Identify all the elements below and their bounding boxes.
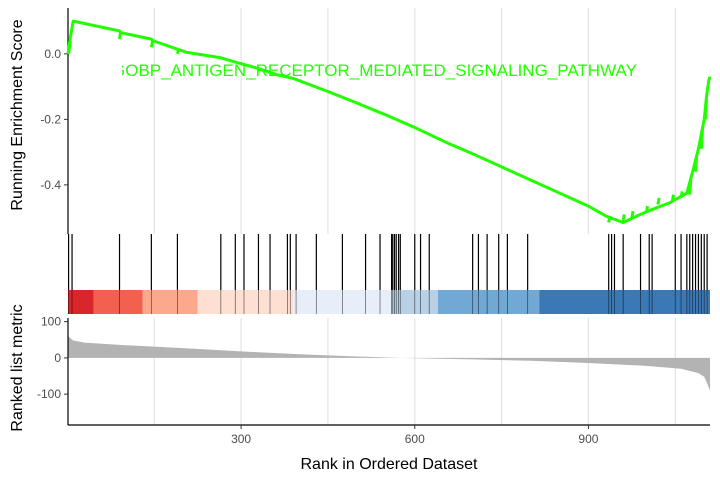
enrichment-y-tick-label: -0.2 [40, 112, 61, 126]
rank-x-ticks: 300 600 900 [231, 425, 599, 446]
enrichment-y-axis-title: Running Enrichment Score [9, 19, 26, 210]
ranked-metric-panel: 100 0 -100 300 600 900 Ranked list metric Ra… [9, 304, 710, 473]
enrichment-score-line [66, 19, 712, 225]
rank-color-segment [93, 290, 143, 314]
ranked-metric-y-ticks: 100 0 -100 [37, 315, 68, 401]
enrichment-step-segments [67, 30, 709, 223]
rank-color-segment [437, 290, 540, 314]
rank-x-tick-label: 300 [231, 432, 251, 446]
enrichment-y-tick-label: -0.4 [40, 178, 61, 192]
rank-color-bar [68, 290, 710, 314]
rank-color-segment [142, 290, 198, 314]
rank-x-tick-label: 900 [578, 432, 598, 446]
gene-hits-panel [67, 234, 708, 290]
ranked-metric-y-axis-title: Ranked list metric [9, 304, 26, 431]
ranked-metric-y-tick-label: 0 [54, 351, 61, 365]
enrichment-step [656, 197, 661, 205]
enrichment-y-ticks: 0.0 -0.2 -0.4 [40, 47, 68, 192]
rank-x-tick-label: 600 [405, 432, 425, 446]
gene-set-label: GOBP_ANTIGEN_RECEPTOR_MEDIATED_SIGNALING… [112, 61, 637, 80]
ranked-metric-y-tick-label: 100 [41, 315, 61, 329]
enrichment-step [630, 210, 635, 218]
ranked-metric-area [68, 336, 710, 391]
enrichment-step [621, 214, 626, 222]
enrichment-y-tick-label: 0.0 [44, 47, 61, 61]
enrichment-score-panel: 0.0 -0.2 -0.4 GOBP_ANTIGEN_RECEPTOR_MEDIAT… [9, 8, 712, 234]
ranked-metric-gridlines [153, 318, 676, 425]
rank-color-segment [539, 290, 710, 314]
rank-x-axis-title: Rank in Ordered Dataset [301, 456, 479, 473]
enrichment-gridlines [153, 8, 676, 234]
rank-color-segment [197, 290, 294, 314]
ranked-metric-y-tick-label: -100 [37, 387, 61, 401]
